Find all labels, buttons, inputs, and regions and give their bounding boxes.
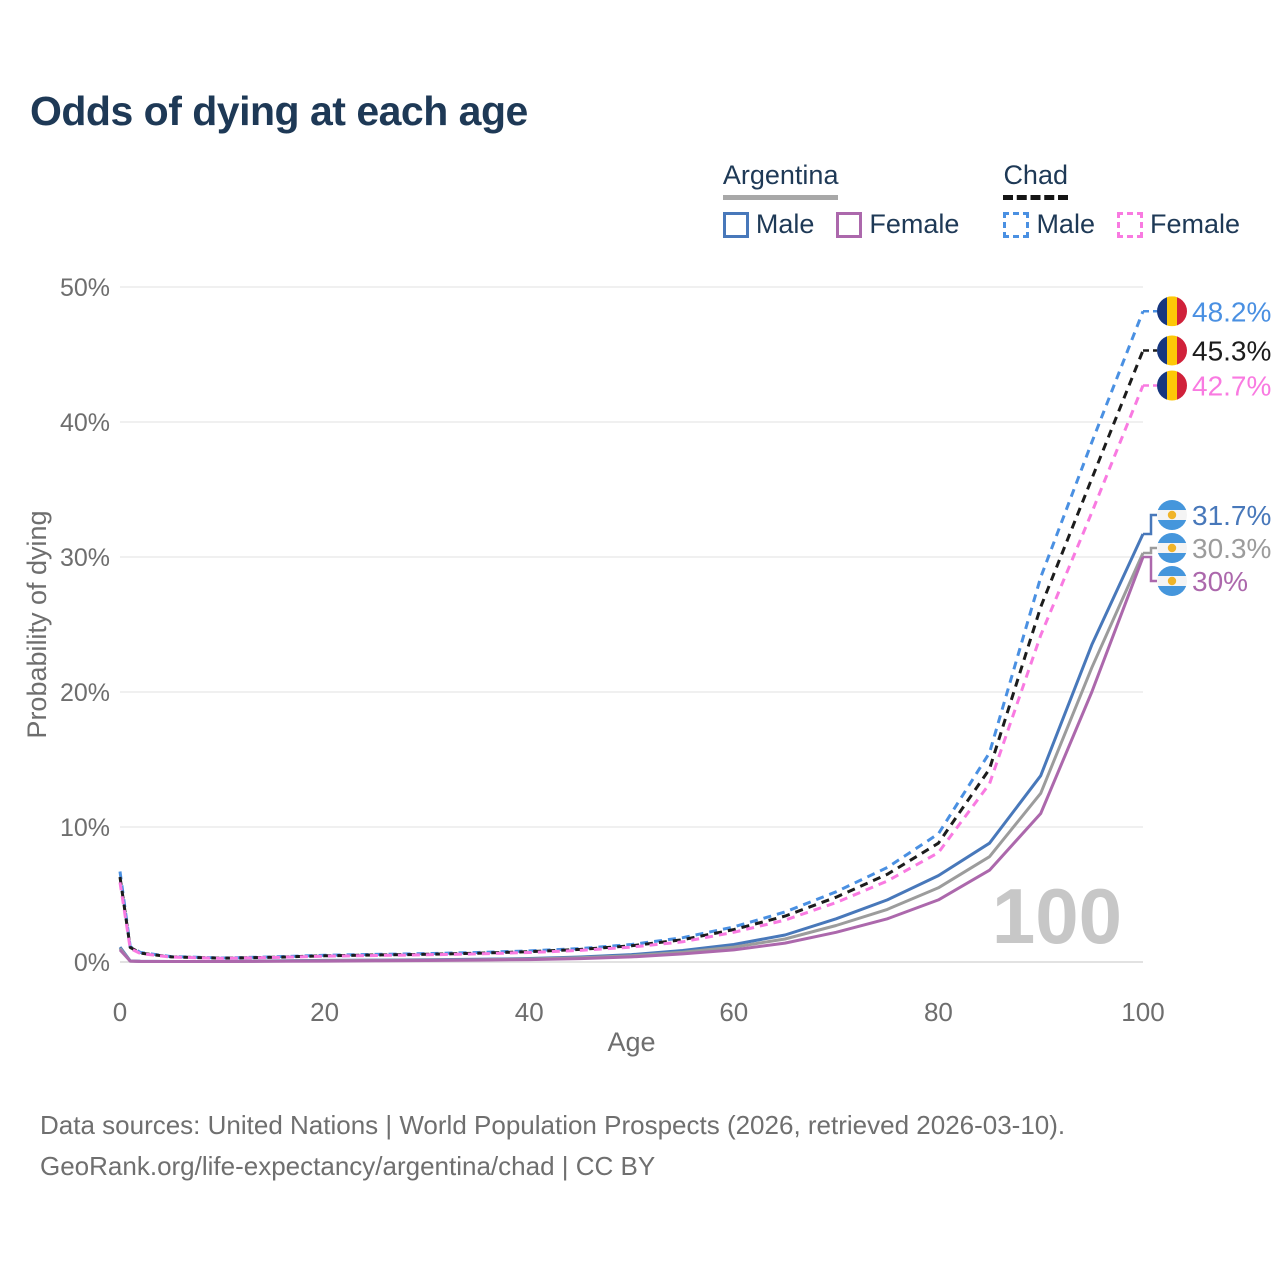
argentina-male-swatch-icon (722, 211, 749, 238)
end-label-connector (1143, 555, 1157, 583)
y-tick-label: 0% (74, 949, 110, 977)
y-tick-label: 50% (60, 274, 110, 302)
legend-item-chad-female[interactable]: Female (1116, 209, 1240, 240)
legend-item-label: Female (869, 209, 960, 239)
end-value-label-chad-male: 48.2% (1192, 296, 1271, 327)
legend-country-chad[interactable]: Chad (1003, 160, 1068, 200)
end-label-connector (1143, 513, 1157, 536)
argentina-female-swatch-icon (836, 211, 863, 238)
legend-group-argentina: Argentina Male Female (722, 160, 959, 240)
chad-flag-icon (1157, 296, 1187, 327)
series-line-argentina-female[interactable] (118, 556, 1145, 963)
end-value-label-argentina-male: 31.7% (1192, 500, 1271, 531)
end-label-connector (1143, 546, 1157, 555)
series-line-chad-male[interactable] (118, 310, 1145, 960)
y-tick-label: 10% (60, 814, 110, 842)
x-axis-label: Age (607, 1027, 655, 1057)
argentina-flag-icon (1157, 500, 1187, 530)
legend: Argentina Male Female Chad Male Female (722, 160, 1240, 240)
y-tick-label: 30% (60, 544, 110, 572)
footer-attribution: GeoRank.org/life-expectancy/argentina/ch… (40, 1151, 656, 1181)
y-tick-label: 20% (60, 679, 110, 707)
end-value-label-argentina-female: 30% (1192, 566, 1248, 597)
legend-item-chad-male[interactable]: Male (1003, 209, 1095, 240)
legend-group-chad: Chad Male Female (1003, 160, 1240, 240)
x-tick-label: 60 (719, 997, 748, 1027)
end-value-label-argentina: 30.3% (1192, 533, 1271, 564)
x-tick-label: 80 (924, 997, 953, 1027)
chad-flag-icon (1157, 335, 1187, 366)
series-line-chad-female[interactable] (118, 384, 1145, 960)
x-tick-label: 20 (310, 997, 339, 1027)
x-tick-label: 100 (1121, 997, 1164, 1027)
page-title: Odds of dying at each age (30, 88, 528, 134)
series-line-argentina[interactable] (118, 552, 1145, 963)
end-value-label-chad: 45.3% (1192, 335, 1271, 366)
end-value-label-chad-female: 42.7% (1192, 371, 1271, 402)
legend-item-label: Male (755, 209, 815, 239)
argentina-flag-icon (1157, 566, 1187, 596)
chad-female-swatch-icon (1116, 211, 1143, 238)
legend-country-argentina[interactable]: Argentina (722, 160, 839, 200)
argentina-flag-icon (1157, 533, 1187, 563)
chad-male-swatch-icon (1003, 211, 1030, 238)
legend-item-argentina-female[interactable]: Female (836, 209, 959, 240)
series-line-chad[interactable] (118, 349, 1145, 960)
x-tick-label: 40 (515, 997, 544, 1027)
hover-age-watermark: 100 (992, 872, 1122, 960)
legend-item-argentina-male[interactable]: Male (722, 209, 815, 240)
y-tick-label: 40% (60, 409, 110, 437)
footer-data-sources: Data sources: United Nations | World Pop… (40, 1110, 1066, 1140)
legend-item-label: Male (1036, 209, 1095, 239)
legend-item-label: Female (1149, 209, 1240, 239)
y-axis-label: Probability of dying (22, 510, 52, 738)
chad-flag-icon (1157, 370, 1187, 401)
footer: Data sources: United Nations | World Pop… (40, 1105, 1065, 1187)
x-tick-label: 0 (113, 997, 127, 1027)
